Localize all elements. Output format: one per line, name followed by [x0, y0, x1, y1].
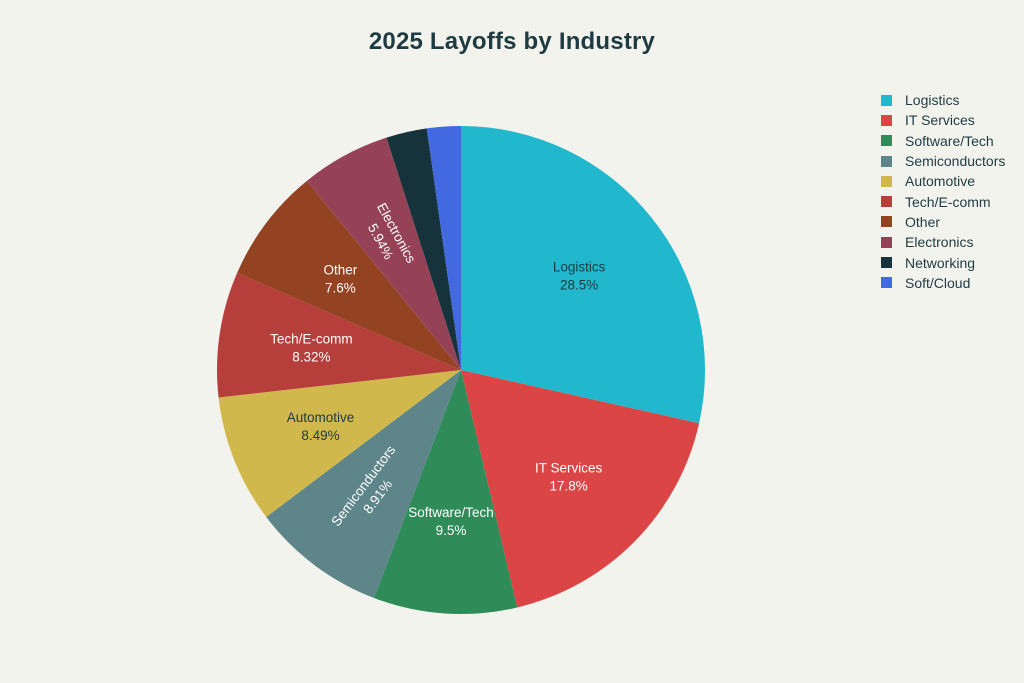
pie-label-tech-e-comm: Tech/E-comm 8.32% — [270, 332, 353, 365]
legend-item-automotive[interactable]: Automotive — [881, 171, 1005, 191]
legend-item-tech-e-comm[interactable]: Tech/E-comm — [881, 191, 1005, 211]
legend-label: Semiconductors — [905, 153, 1006, 170]
pie-slice-electronics[interactable] — [306, 137, 461, 370]
legend-item-networking[interactable]: Networking — [881, 252, 1005, 272]
legend-item-software-tech[interactable]: Software/Tech — [881, 131, 1005, 151]
legend-swatch — [881, 257, 892, 269]
pie-slice-automotive[interactable] — [218, 370, 461, 517]
pie-label-other: Other 7.6% — [324, 263, 358, 296]
legend-swatch — [881, 277, 892, 289]
legend-swatch — [881, 155, 892, 167]
legend-item-semiconductors[interactable]: Semiconductors — [881, 151, 1005, 171]
legend-label: IT Services — [905, 112, 975, 129]
pie-slice-it-services[interactable] — [461, 370, 700, 608]
legend-label: Electronics — [905, 234, 974, 251]
pie-label-software-tech: Software/Tech 9.5% — [408, 505, 494, 538]
pie-slice-soft-cloud[interactable] — [426, 126, 461, 370]
legend-swatch — [881, 94, 892, 106]
chart-title: 2025 Layoffs by Industry — [368, 28, 656, 55]
pie-label-logistics: Logistics 28.5% — [553, 259, 606, 292]
legend-item-it-services[interactable]: IT Services — [881, 110, 1005, 130]
pie-slice-logistics[interactable] — [461, 126, 705, 424]
pie-slice-software-tech[interactable] — [374, 370, 518, 615]
pie-label-automotive: Automotive 8.49% — [287, 410, 355, 443]
legend-label: Logistics — [905, 92, 960, 109]
legend-item-other[interactable]: Other — [881, 212, 1005, 232]
legend-label: Software/Tech — [905, 132, 994, 149]
legend-swatch — [881, 114, 892, 126]
legend-label: Automotive — [905, 173, 976, 190]
pie-slice-tech-e-comm[interactable] — [217, 272, 461, 398]
legend-swatch — [881, 135, 892, 147]
legend-label: Networking — [905, 254, 976, 271]
legend-swatch — [881, 236, 892, 248]
legend-label: Other — [905, 213, 941, 230]
legend-label: Tech/E-comm — [905, 193, 991, 210]
legend-item-electronics[interactable]: Electronics — [881, 232, 1005, 252]
legend-item-soft-cloud[interactable]: Soft/Cloud — [881, 273, 1005, 293]
pie-labels: Logistics 28.5% IT Services 17.8% Software/T… — [270, 200, 606, 538]
pie-slice-networking[interactable] — [386, 128, 461, 370]
legend-swatch — [881, 175, 892, 187]
legend-label: Soft/Cloud — [905, 274, 971, 291]
pie-slice-other[interactable] — [237, 180, 461, 370]
legend-swatch — [881, 196, 892, 208]
pie-slice-semiconductors[interactable] — [266, 370, 461, 598]
legend-swatch — [881, 216, 892, 228]
legend: Logistics IT Services Software/Tech Semicon… — [881, 90, 1005, 293]
legend-item-logistics[interactable]: Logistics — [881, 90, 1005, 110]
pie-slices — [217, 126, 705, 615]
pie-label-it-services: IT Services 17.8% — [535, 460, 603, 493]
